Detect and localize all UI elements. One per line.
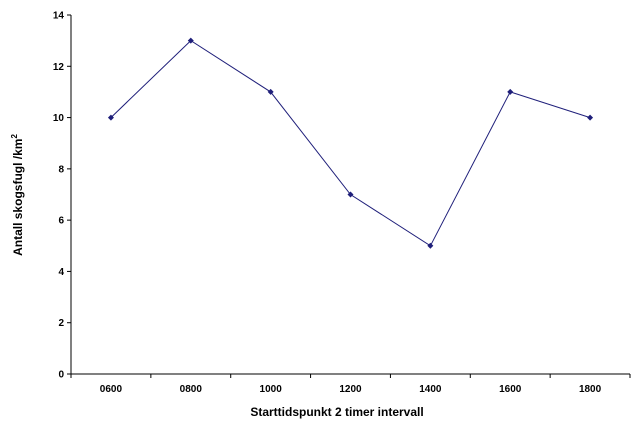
- x-tick-label: 0800: [180, 384, 203, 395]
- y-axis-title: Antall skogsfugl /km2: [10, 134, 25, 256]
- series-line: [110, 39, 591, 247]
- data-point: [107, 114, 114, 121]
- y-tick-label: 14: [53, 11, 65, 22]
- y-axis-title-superscript: 2: [10, 134, 19, 139]
- x-tick-label: 0600: [100, 384, 123, 395]
- x-tick-label: 1000: [260, 384, 283, 395]
- y-tick-label: 4: [58, 267, 64, 278]
- y-tick-label: 2: [58, 318, 64, 329]
- x-tick-label: 1800: [579, 384, 602, 395]
- y-tick-label: 12: [53, 62, 65, 73]
- data-point: [347, 191, 354, 198]
- x-axis-title: Starttidspunkt 2 timer intervall: [250, 405, 423, 419]
- y-tick-label: 6: [58, 216, 64, 227]
- y-tick-label: 0: [58, 370, 64, 381]
- y-axis-title-main: Antall skogsfugl /km: [11, 139, 25, 256]
- data-point: [427, 242, 434, 249]
- data-point: [267, 88, 274, 95]
- y-tick-label: 8: [58, 164, 64, 175]
- data-point: [587, 114, 594, 121]
- x-tick-label: 1400: [419, 384, 442, 395]
- data-point: [187, 37, 194, 44]
- plot-area: 0 2 4 6 8 10 12 14 0600 0800 1000 1200 1400 1600 1800: [53, 11, 631, 395]
- x-tick-label: 1600: [499, 384, 522, 395]
- y-tick-label: 10: [53, 113, 65, 124]
- x-tick-label: 1200: [339, 384, 362, 395]
- data-point: [507, 88, 514, 95]
